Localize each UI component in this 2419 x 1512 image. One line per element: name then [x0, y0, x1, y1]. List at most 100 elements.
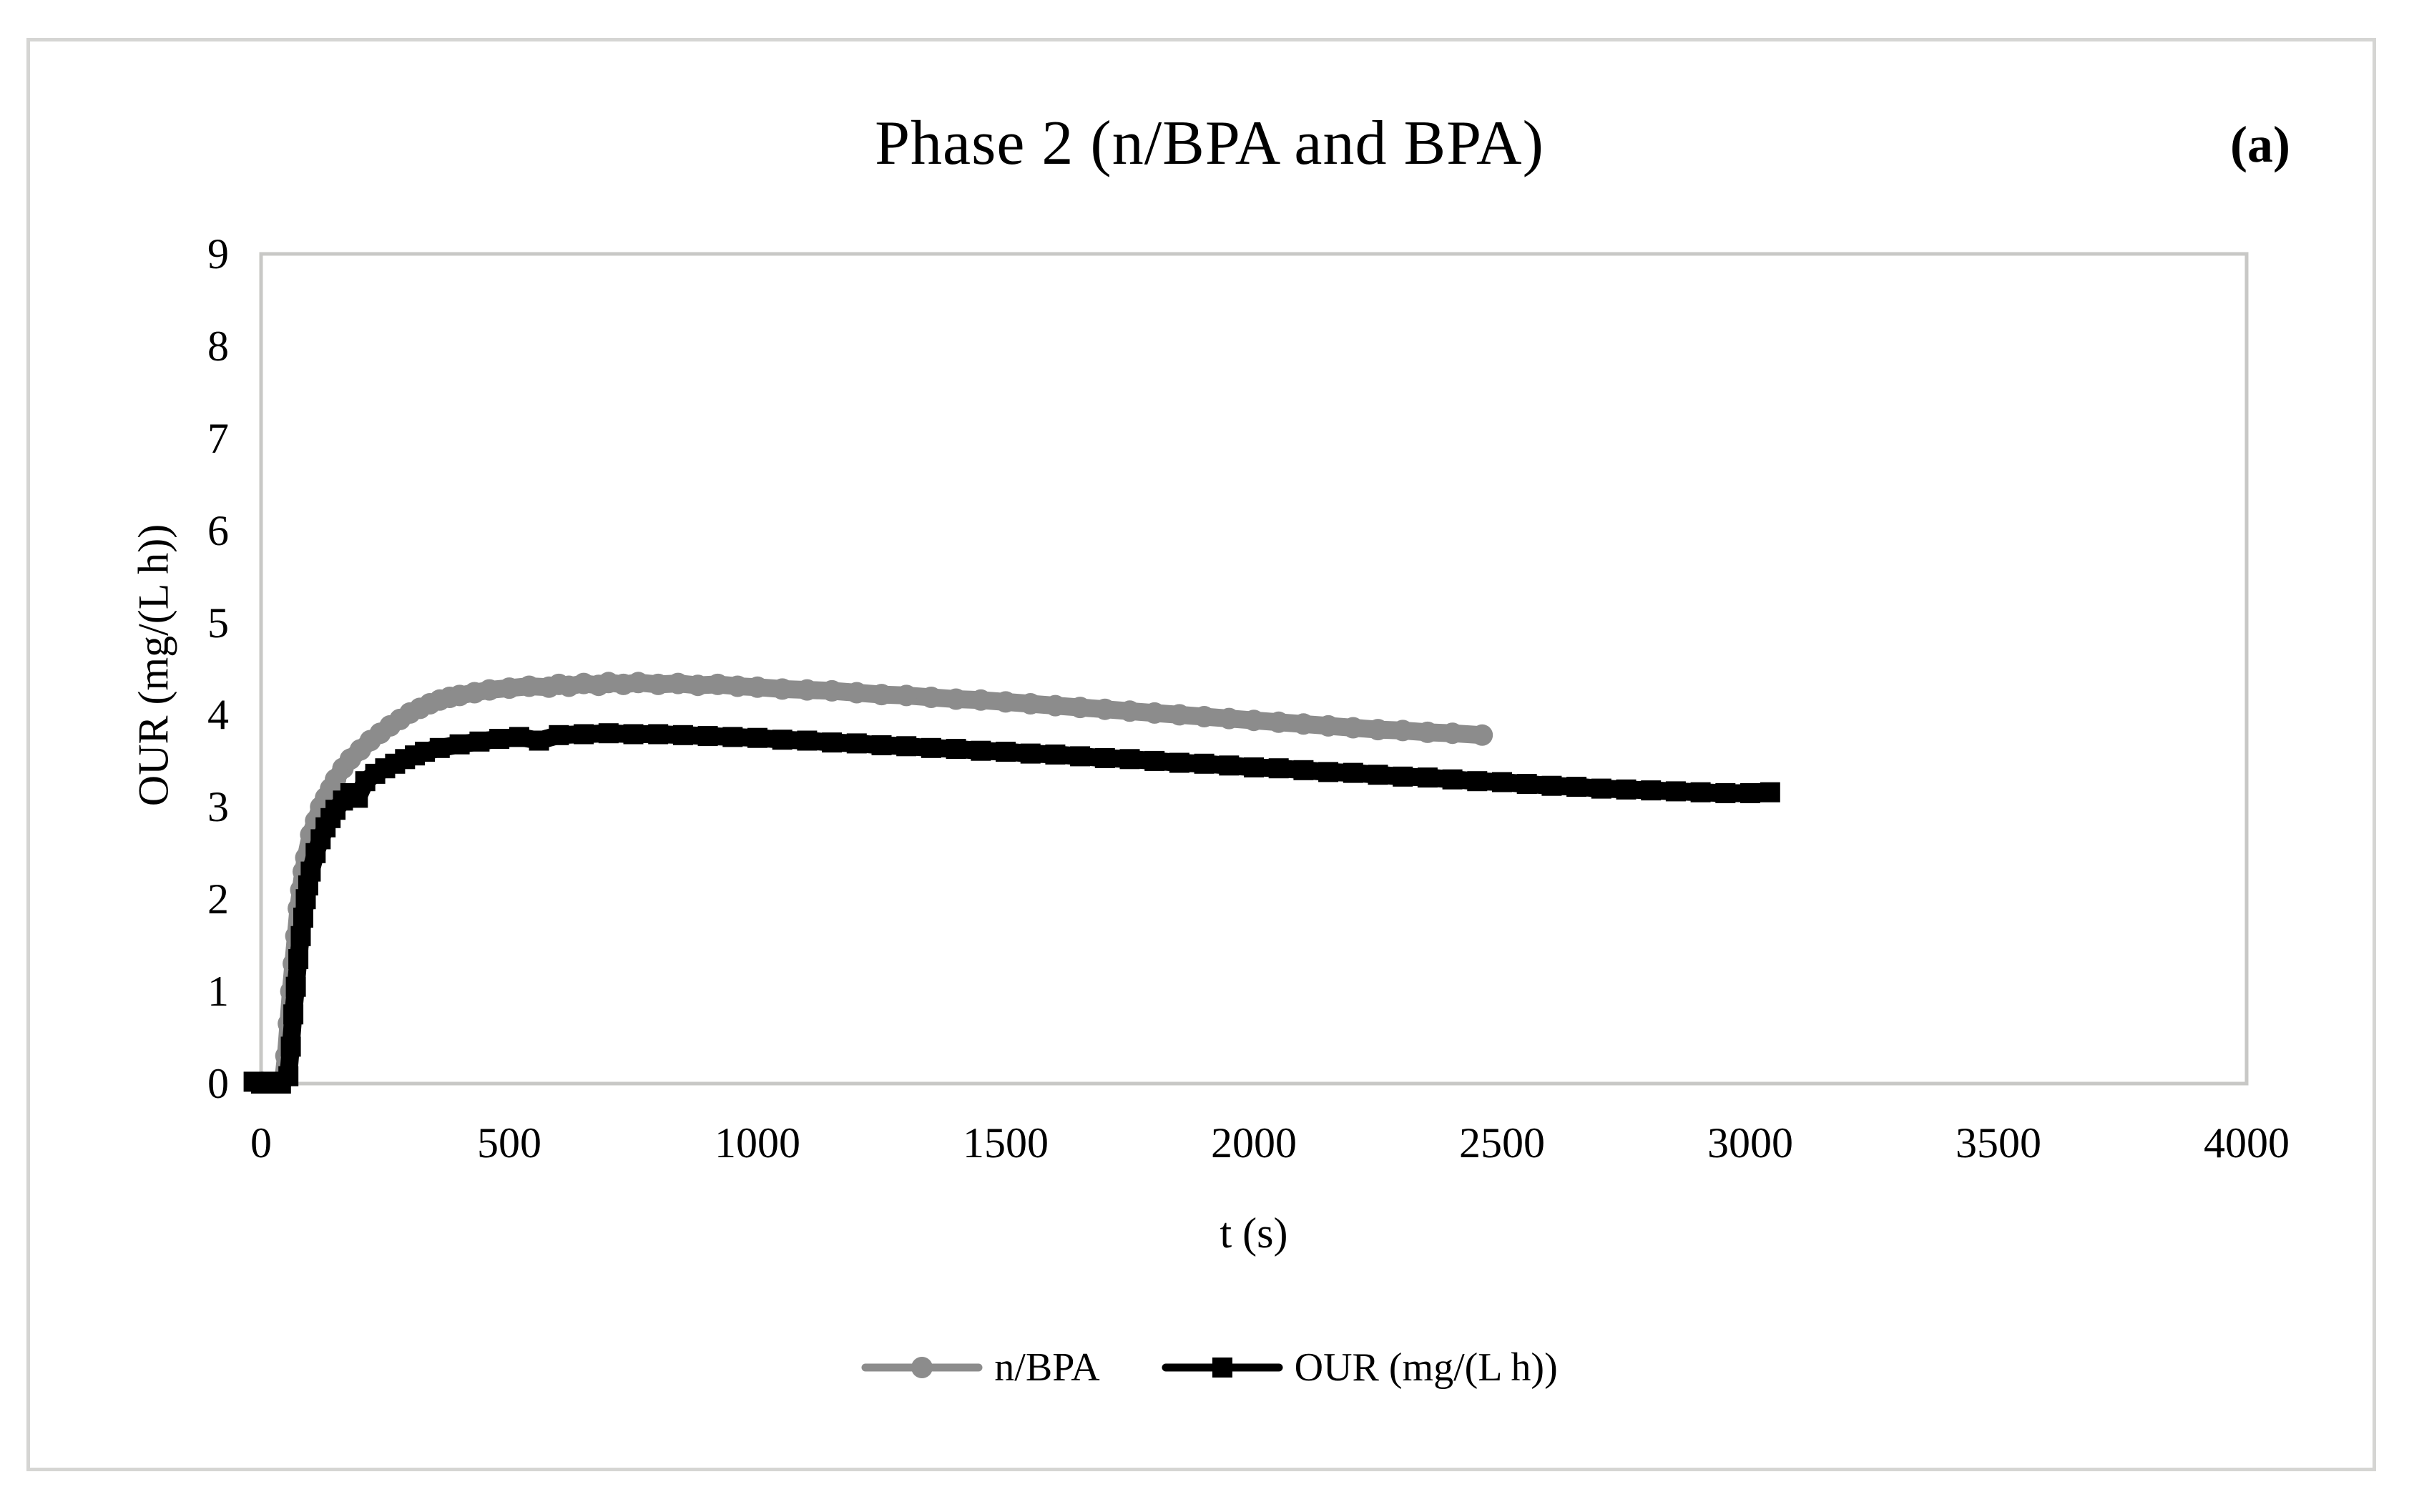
series-marker-square	[1094, 748, 1115, 768]
series-marker-square	[574, 724, 594, 745]
x-tick-label: 3500	[1956, 1119, 2041, 1167]
series-marker-square	[1244, 757, 1264, 777]
series-marker-square	[278, 1066, 299, 1086]
x-tick-label: 4000	[2204, 1119, 2290, 1167]
series-marker-square	[1169, 752, 1189, 773]
series-marker-square	[283, 1004, 304, 1025]
series-marker-circle	[1267, 711, 1290, 733]
series-marker-square	[1318, 762, 1339, 782]
series-marker-square	[1417, 767, 1438, 788]
series-marker-square	[996, 742, 1016, 762]
y-tick-label: 1	[207, 968, 229, 1016]
series-marker-circle	[1019, 693, 1041, 715]
series-marker-square	[280, 1036, 301, 1057]
series-marker-square	[1268, 758, 1289, 779]
series-marker-square	[1467, 771, 1488, 792]
series-marker-circle	[870, 684, 893, 706]
series-marker-square	[288, 949, 309, 969]
series-marker-square	[1045, 744, 1066, 765]
series-marker-circle	[1193, 706, 1215, 727]
y-tick-label: 8	[207, 322, 229, 370]
series-marker-circle	[1094, 698, 1116, 720]
chart-title: Phase 2 (n/BPA and BPA)	[875, 109, 1544, 178]
series-marker-circle	[970, 689, 992, 711]
series-marker-circle	[1243, 710, 1265, 732]
legend-swatch-nbpa	[861, 1357, 983, 1378]
series-marker-circle	[707, 673, 729, 695]
series-marker-circle	[687, 674, 709, 697]
series-marker-square	[672, 725, 693, 745]
series-marker-square	[971, 740, 991, 761]
series-marker-circle	[1168, 704, 1190, 726]
series-marker-square	[1541, 775, 1562, 796]
series-marker-square	[921, 737, 941, 758]
series-marker-circle	[1119, 700, 1141, 722]
series-marker-square	[429, 737, 450, 758]
series-marker-square	[1442, 769, 1463, 790]
legend-item-our: OUR (mg/(L h))	[1162, 1345, 1558, 1390]
y-tick-label: 3	[207, 783, 229, 831]
series-marker-square	[1219, 755, 1240, 776]
series-marker-square	[1194, 753, 1215, 774]
x-tick-label: 2000	[1211, 1119, 1297, 1167]
series-marker-square	[896, 736, 917, 757]
series-marker-circle	[1441, 722, 1463, 745]
series-marker-square	[1119, 749, 1140, 770]
x-tick-label: 500	[477, 1119, 541, 1167]
series-marker-square	[871, 735, 892, 755]
series-marker-circle	[945, 688, 967, 710]
series-marker-square	[1492, 772, 1512, 792]
series-marker-square	[293, 908, 313, 928]
series-marker-square	[1715, 783, 1736, 803]
series-marker-circle	[499, 677, 520, 699]
series-marker-circle	[667, 672, 689, 694]
series-marker-square	[797, 730, 818, 751]
series-marker-square	[449, 734, 470, 755]
series-marker-square	[1144, 750, 1165, 771]
series-marker-circle	[771, 678, 793, 700]
series-marker-square	[1566, 777, 1587, 797]
series-marker-square	[529, 730, 549, 751]
series-marker-square	[469, 731, 490, 752]
legend-circle-marker-icon	[911, 1357, 933, 1378]
series-marker-square	[846, 733, 867, 754]
legend-label-nbpa: n/BPA	[994, 1345, 1100, 1390]
series-marker-square	[1641, 780, 1662, 801]
series-marker-circle	[518, 675, 540, 697]
series-marker-circle	[479, 679, 501, 701]
x-tick-label: 1500	[963, 1119, 1049, 1167]
series-marker-square	[1516, 774, 1537, 795]
series-marker-circle	[1367, 719, 1389, 741]
series-our	[243, 723, 1780, 1094]
series-marker-square	[1393, 766, 1413, 787]
series-marker-square	[1740, 783, 1760, 803]
chart-legend: n/BPA OUR (mg/(L h))	[0, 1345, 2419, 1390]
series-marker-square	[623, 724, 644, 745]
y-tick-label: 4	[207, 691, 229, 739]
series-marker-square	[822, 732, 843, 753]
series-marker-square	[1616, 779, 1637, 800]
x-tick-label: 0	[250, 1119, 272, 1167]
series-marker-square	[509, 727, 529, 747]
series-marker-square	[648, 724, 669, 745]
y-tick-label: 5	[207, 599, 229, 647]
series-marker-square	[772, 730, 793, 750]
plot-frame	[259, 252, 2249, 1086]
series-marker-circle	[1218, 707, 1240, 730]
series-marker-circle	[1069, 697, 1091, 719]
series-marker-square	[1591, 778, 1611, 799]
series-marker-square	[697, 726, 718, 747]
series-marker-square	[290, 926, 311, 946]
y-tick-label: 7	[207, 414, 229, 462]
series-marker-square	[747, 727, 767, 748]
series-marker-circle	[1318, 715, 1340, 737]
x-axis-title: t (s)	[1220, 1209, 1288, 1257]
series-marker-square	[598, 723, 619, 744]
series-marker-circle	[1416, 721, 1438, 743]
series-marker-square	[489, 729, 510, 749]
series-marker-circle	[920, 687, 942, 708]
panel-label: (a)	[2230, 116, 2290, 173]
figure-border	[26, 38, 2376, 1471]
series-marker-circle	[1471, 724, 1493, 746]
series-marker-circle	[995, 691, 1016, 713]
